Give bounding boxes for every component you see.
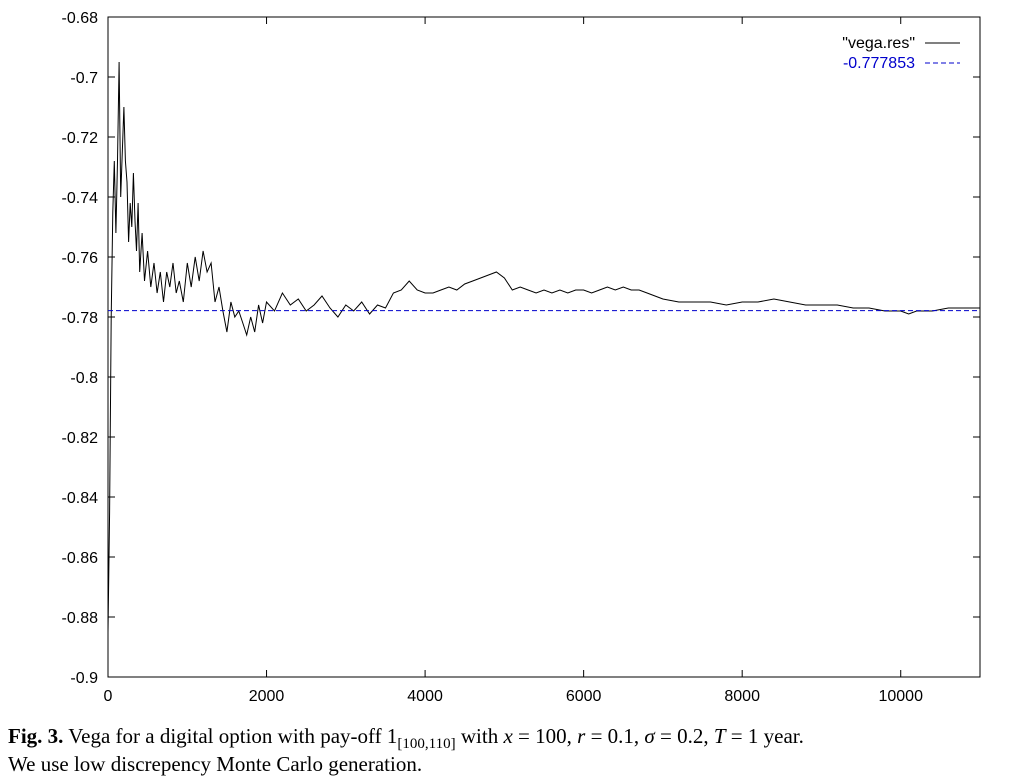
y-tick-label: -0.84 [62,490,99,507]
x-tick-label: 10000 [878,688,923,705]
caption-var-T: T [713,724,726,748]
plot-frame [107,16,981,678]
y-tick-label: -0.76 [62,250,99,267]
caption-text-2: with [455,724,504,748]
y-tick-label: -0.86 [62,550,99,567]
caption-subscript: [100,110] [397,736,456,752]
caption-eq-x: = 100, [512,724,578,748]
y-tick-label: -0.82 [62,430,99,447]
x-tick-label: 8000 [724,688,760,705]
y-tick-label: -0.7 [70,70,98,87]
y-tick-label: -0.72 [62,130,99,147]
y-tick-label: -0.78 [62,310,99,327]
y-tick-label: -0.68 [62,10,99,27]
caption-var-sigma: σ [644,724,655,748]
axes: -0.68 -0.7 -0.72 -0.74 -0.76 -0.78 -0.8 -0.82 -0… [62,10,981,705]
legend-label: "vega.res" [842,35,915,52]
y-tick-label: -0.88 [62,610,99,627]
legend: "vega.res" -0.777853 [842,35,960,72]
caption-eq-sigma: = 0.2, [654,724,714,748]
series-line-vega-res [107,61,980,633]
x-tick-label: 0 [104,688,113,705]
x-tick-label: 4000 [407,688,443,705]
series-layer [107,61,980,633]
caption-figure-label: Fig. 3. [8,724,64,748]
x-tick-label: 6000 [566,688,602,705]
caption-eq-r: = 0.1, [585,724,645,748]
caption-text-1: Vega for a digital option with pay-off 1 [63,724,398,748]
caption-line-2: We use low discrepency Monte Carlo gener… [8,752,423,776]
caption-eq-T: = 1 year. [725,724,804,748]
caption-var-x: x [503,724,513,748]
legend-label: -0.777853 [843,55,915,72]
y-tick-label: -0.74 [62,190,99,207]
caption-var-r: r [577,724,586,748]
x-tick-label: 2000 [249,688,285,705]
vega-line-chart: -0.68 -0.7 -0.72 -0.74 -0.76 -0.78 -0.8 -0.82 -0… [62,10,981,705]
y-tick-label: -0.8 [70,370,98,387]
y-tick-label: -0.9 [70,670,98,687]
figure-caption: Fig. 3. Vega for a digital option with p… [8,722,1023,778]
